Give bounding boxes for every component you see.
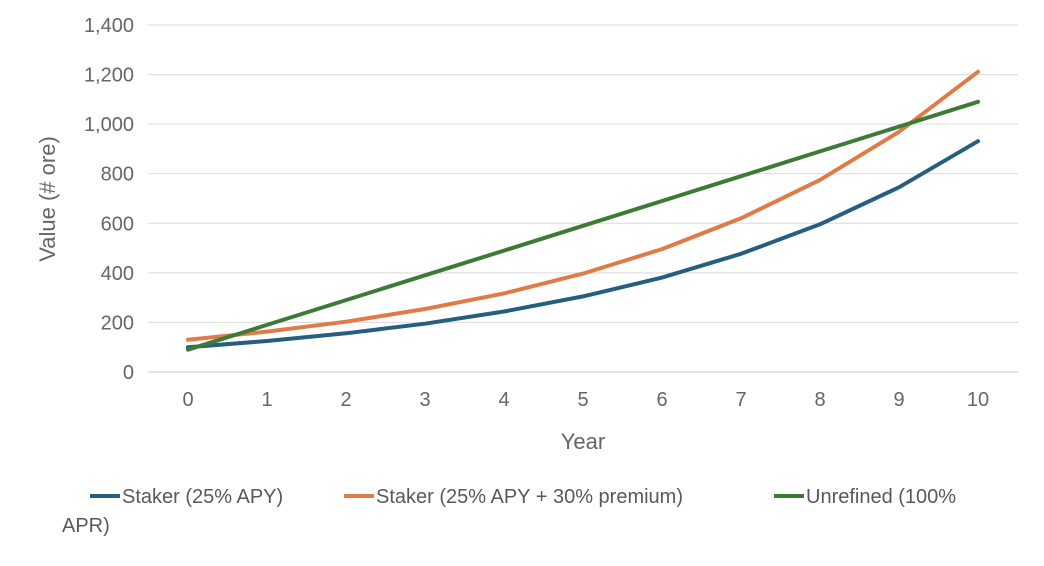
x-tick-label: 6 (656, 389, 667, 411)
legend: Staker (25% APY) Staker (25% APY + 30% p… (62, 486, 956, 537)
x-tick-label: 0 (182, 389, 193, 411)
x-axis-title: Year (561, 429, 605, 454)
y-tick-label: 600 (101, 213, 134, 235)
y-tick-label: 200 (101, 312, 134, 334)
legend-label-unrefined: Unrefined (100% (806, 486, 956, 508)
y-tick-label: 800 (101, 164, 134, 186)
y-tick-label: 400 (101, 263, 134, 285)
y-axis-title: Value (# ore) (35, 136, 60, 262)
y-tick-label: 1,400 (84, 15, 134, 37)
legend-label-staker: Staker (25% APY) (122, 486, 283, 508)
x-tick-label: 2 (340, 389, 351, 411)
x-tick-label: 1 (261, 389, 272, 411)
y-axis-tick-labels: 0 200 400 600 800 1,000 1,200 1,400 (84, 15, 134, 384)
x-tick-label: 3 (419, 389, 430, 411)
x-tick-label: 9 (893, 389, 904, 411)
x-tick-label: 10 (967, 389, 989, 411)
series-line-staker-premium (186, 69, 980, 342)
y-tick-label: 1,200 (84, 65, 134, 87)
x-tick-label: 5 (577, 389, 588, 411)
legend-label-staker-premium: Staker (25% APY + 30% premium) (376, 486, 683, 508)
y-tick-label: 1,000 (84, 114, 134, 136)
series-line-unrefined (186, 99, 980, 352)
x-tick-label: 7 (735, 389, 746, 411)
x-tick-label: 8 (814, 389, 825, 411)
x-axis-tick-labels: 0 1 2 3 4 5 6 7 8 9 10 (182, 389, 989, 411)
legend-label-unrefined-wrap: APR) (62, 515, 110, 537)
series-line-staker (186, 139, 980, 350)
x-tick-label: 4 (498, 389, 509, 411)
series-lines (186, 69, 980, 352)
y-tick-label: 0 (123, 362, 134, 384)
